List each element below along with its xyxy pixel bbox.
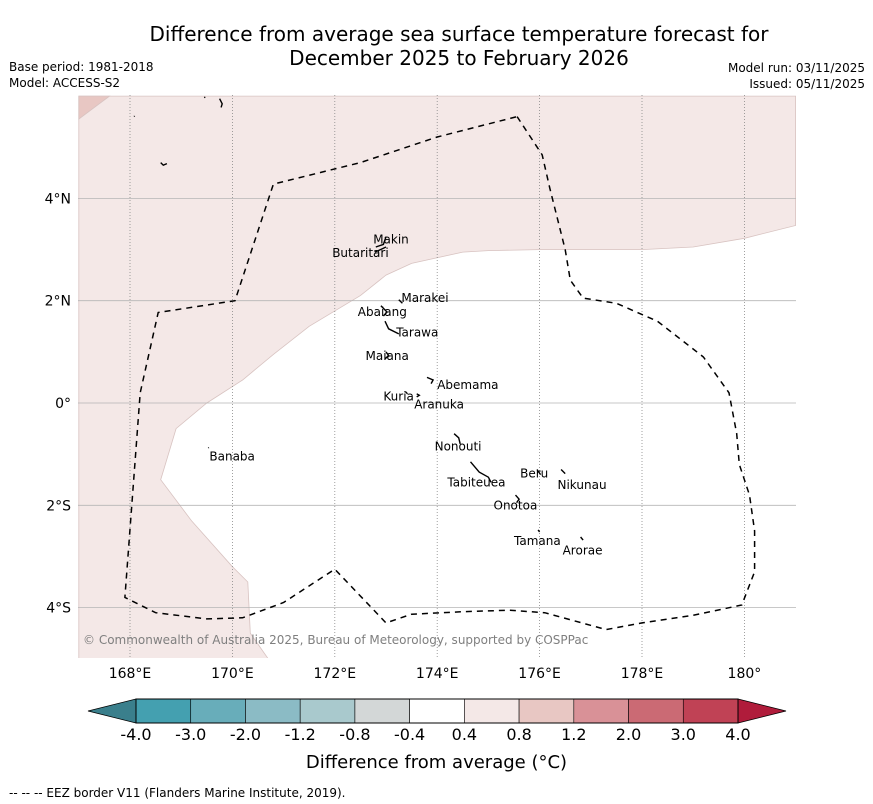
island-outline <box>384 320 400 335</box>
colorbar <box>87 698 787 724</box>
islet-outline <box>218 98 223 108</box>
island-label: Marakei <box>401 291 448 305</box>
colorbar-over-extension <box>737 698 787 724</box>
axis-ticks: 168°E 170°E 172°E 174°E 176°E 178°E 180° 4°N 2°N… <box>45 191 762 682</box>
issued-date: Issued: 05/11/2025 <box>749 77 865 91</box>
lat-tick-label: 4°S <box>46 601 71 617</box>
island-label: Kuria <box>383 389 414 403</box>
colorbar-bin <box>135 698 192 724</box>
island-outline <box>416 393 421 398</box>
lat-tick-label: 0° <box>55 396 71 412</box>
island-label: Nikunau <box>558 478 607 492</box>
anomaly-region <box>78 95 796 658</box>
island-outline <box>536 469 542 476</box>
islet-outline <box>133 115 136 118</box>
colorbar-tick-label: -0.8 <box>339 725 371 744</box>
island-outline <box>426 376 435 384</box>
island-outline <box>375 236 387 248</box>
colorbar-tick-label: 3.0 <box>670 725 696 744</box>
copyright-notice: © Commonwealth of Australia 2025, Bureau… <box>83 633 588 647</box>
colorbar-tick-label: 1.2 <box>561 725 587 744</box>
title-line-2: December 2025 to February 2026 <box>289 46 629 70</box>
colorbar-bin <box>190 698 246 724</box>
island-outline <box>207 447 210 449</box>
colorbar-tick-label: 0.4 <box>451 725 478 744</box>
lat-tick-label: 2°N <box>45 294 71 310</box>
colorbar-tick-label: 0.8 <box>506 725 532 744</box>
lon-tick-label: 168°E <box>109 666 152 682</box>
colorbar-tick-label: -0.4 <box>394 725 426 744</box>
island-label: Aranuka <box>414 398 464 412</box>
model-run-date: Model run: 03/11/2025 <box>727 61 865 75</box>
colorbar-tick-label: 2.0 <box>615 725 642 744</box>
colorbar-tick-label: -3.0 <box>175 725 207 744</box>
island-outline <box>453 433 461 445</box>
lon-tick-label: 170°E <box>211 666 254 682</box>
island-label: Abemama <box>437 378 498 392</box>
lon-tick-label: 180° <box>728 666 762 682</box>
island-label: Tarawa <box>395 325 438 339</box>
colorbar-bin <box>518 698 575 724</box>
island-outline <box>469 461 492 483</box>
island-label: Abaiang <box>358 305 407 319</box>
islet-outline <box>160 162 168 167</box>
gridlines <box>78 95 796 658</box>
colorbar-bin <box>245 698 301 724</box>
island-label: Tamana <box>513 534 561 548</box>
lon-tick-label: 174°E <box>416 666 459 682</box>
base-period: Base period: 1981-2018 <box>9 60 154 74</box>
island-outline <box>580 536 584 541</box>
island-label: Banaba <box>209 450 255 464</box>
lat-tick-label: 2°S <box>46 498 71 514</box>
colorbar-bin <box>354 698 410 724</box>
lon-tick-label: 178°E <box>621 666 664 682</box>
island-label: Onotoa <box>494 498 538 512</box>
lon-tick-label: 172°E <box>314 666 357 682</box>
colorbar-frame <box>135 698 739 724</box>
anomaly-region <box>78 95 111 120</box>
island-outline <box>514 494 520 504</box>
colorbar-bin <box>628 698 684 724</box>
lat-tick-label: 4°N <box>45 191 71 207</box>
colorbar-bin <box>573 698 629 724</box>
chart-title: Difference from average sea surface temp… <box>78 22 840 70</box>
island-label: Tabiteuea <box>446 475 505 489</box>
island-outline <box>374 246 387 253</box>
meta-right: Model run: 03/11/2025 Issued: 05/11/2025 <box>728 60 865 92</box>
colorbar-tick-label: -4.0 <box>120 725 152 744</box>
island-outline <box>537 529 541 533</box>
lon-tick-label: 176°E <box>518 666 561 682</box>
colorbar-bin <box>682 698 739 724</box>
colorbar-title: Difference from average (°C) <box>305 752 568 773</box>
island-outline <box>384 351 390 360</box>
colorbar-bin <box>409 698 465 724</box>
island-label: Beru <box>520 467 548 481</box>
islet-outline <box>203 96 206 99</box>
island-label: Nonouti <box>435 440 482 454</box>
anomaly-regions <box>78 95 796 658</box>
island-outline <box>560 469 566 475</box>
island-label: Arorae <box>563 543 603 557</box>
island-label: Butaritari <box>332 246 389 260</box>
island-outline <box>380 305 388 317</box>
colorbar-bin <box>299 698 356 724</box>
island-outline <box>404 391 409 395</box>
island-label: Maiana <box>366 349 409 363</box>
island-outline <box>398 299 403 304</box>
title-line-1: Difference from average sea surface temp… <box>149 22 769 46</box>
colorbar-tick-label: -2.0 <box>229 725 262 744</box>
eez-footnote: -- -- -- EEZ border V11 (Flanders Marine… <box>9 786 346 800</box>
colorbar-tick-label: -1.2 <box>284 725 316 744</box>
model-name: Model: ACCESS-S2 <box>9 76 121 90</box>
colorbar-tick-label: 4.0 <box>725 725 751 744</box>
colorbar-bin <box>464 698 520 724</box>
meta-left: Base period: 1981-2018 Model: ACCESS-S2 <box>9 59 154 91</box>
islands <box>133 96 584 541</box>
island-label: Makin <box>373 232 409 246</box>
colorbar-under-extension <box>87 698 137 724</box>
